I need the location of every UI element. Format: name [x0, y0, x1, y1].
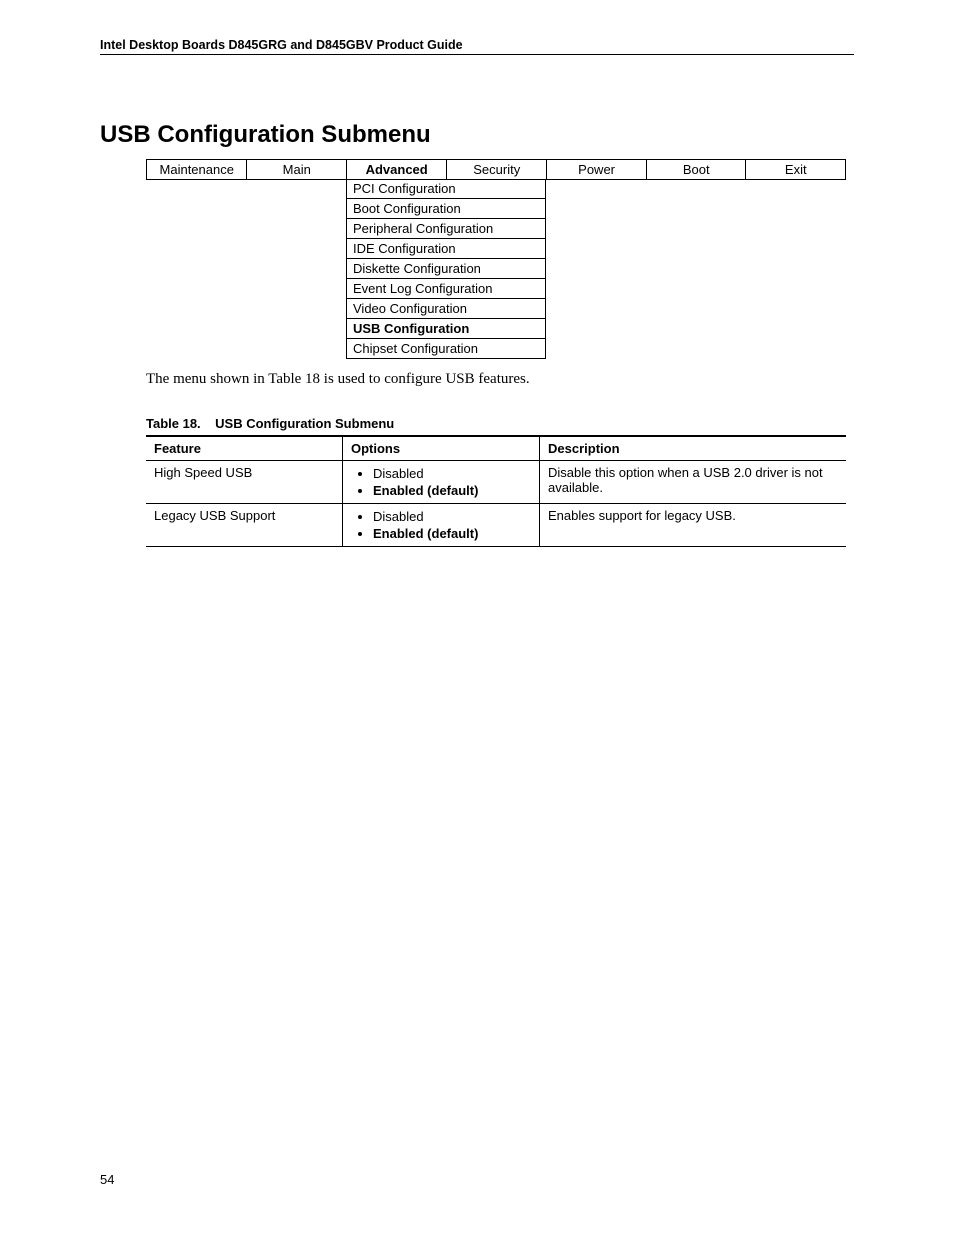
- description-cell: Disable this option when a USB 2.0 drive…: [540, 461, 847, 504]
- body-paragraph: The menu shown in Table 18 is used to co…: [146, 371, 854, 388]
- bios-submenu-item: Video Configuration: [347, 299, 546, 319]
- description-cell: Enables support for legacy USB.: [540, 504, 847, 547]
- option-item: Enabled (default): [373, 525, 531, 542]
- bios-tab: Advanced: [347, 160, 447, 180]
- option-item: Disabled: [373, 508, 531, 525]
- section-title: USB Configuration Submenu: [100, 121, 854, 149]
- bios-submenu-item: Chipset Configuration: [347, 339, 546, 359]
- bios-tab: Boot: [646, 160, 746, 180]
- bios-submenu-item: PCI Configuration: [347, 179, 546, 199]
- feature-header-options: Options: [343, 436, 540, 461]
- option-item: Enabled (default): [373, 482, 531, 499]
- table-caption-title: USB Configuration Submenu: [215, 416, 394, 431]
- options-cell: DisabledEnabled (default): [343, 461, 540, 504]
- page-header: Intel Desktop Boards D845GRG and D845GBV…: [100, 38, 854, 52]
- bios-tab-bar: MaintenanceMainAdvancedSecurityPowerBoot…: [146, 159, 846, 180]
- options-cell: DisabledEnabled (default): [343, 504, 540, 547]
- bios-tab: Main: [247, 160, 347, 180]
- feature-header-feature: Feature: [146, 436, 343, 461]
- bios-tab: Security: [447, 160, 547, 180]
- header-rule: [100, 54, 854, 55]
- bios-submenu-item: Boot Configuration: [347, 199, 546, 219]
- page-number: 54: [100, 1172, 114, 1187]
- bios-submenu: PCI ConfigurationBoot ConfigurationPerip…: [346, 179, 546, 359]
- feature-table: Feature Options Description High Speed U…: [146, 435, 846, 547]
- feature-cell: Legacy USB Support: [146, 504, 343, 547]
- bios-tab: Exit: [746, 160, 846, 180]
- bios-tab: Power: [547, 160, 647, 180]
- bios-submenu-item: USB Configuration: [347, 319, 546, 339]
- table-caption-prefix: Table 18.: [146, 416, 201, 431]
- bios-submenu-item: IDE Configuration: [347, 239, 546, 259]
- option-item: Disabled: [373, 465, 531, 482]
- bios-submenu-item: Diskette Configuration: [347, 259, 546, 279]
- table-caption: Table 18. USB Configuration Submenu: [146, 416, 854, 431]
- bios-submenu-item: Event Log Configuration: [347, 279, 546, 299]
- bios-tab: Maintenance: [147, 160, 247, 180]
- feature-cell: High Speed USB: [146, 461, 343, 504]
- bios-submenu-item: Peripheral Configuration: [347, 219, 546, 239]
- feature-header-description: Description: [540, 436, 847, 461]
